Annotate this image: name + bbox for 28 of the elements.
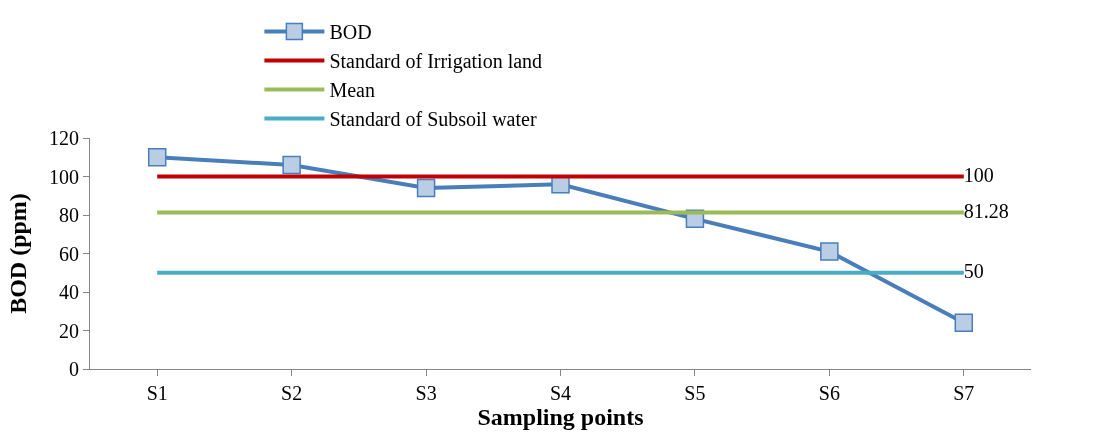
legend-label: Mean xyxy=(329,79,375,102)
x-tick-label: S2 xyxy=(281,382,303,404)
x-tick-label: S1 xyxy=(146,382,168,404)
point xyxy=(147,148,167,167)
y-axis-title: BOD (ppm) xyxy=(5,193,32,314)
y-tick-label: 40 xyxy=(59,281,79,303)
y-tick-label: 120 xyxy=(49,127,79,149)
y-tick-label: 80 xyxy=(59,204,79,226)
x-tick-label: S6 xyxy=(818,382,840,404)
x-axis-title: Sampling points xyxy=(477,404,644,430)
data-label: 81.28 xyxy=(963,199,1009,222)
y-tick-label: 0 xyxy=(69,358,79,380)
data-label: 100 xyxy=(963,163,994,186)
point xyxy=(416,178,436,198)
legend-label: Standard of Subsoil water xyxy=(329,108,537,131)
data-label: 50 xyxy=(963,259,984,282)
x-tick-label: S3 xyxy=(415,382,437,404)
y-tick-label: 20 xyxy=(59,319,79,342)
point xyxy=(954,313,974,333)
point xyxy=(282,155,301,175)
y-tick-label: 60 xyxy=(59,242,79,265)
legend-label: Standard of Irrigation land xyxy=(329,50,543,74)
x-tick-label: S4 xyxy=(549,382,572,404)
legend-label: BOD xyxy=(329,21,372,44)
x-tick-label: S5 xyxy=(684,382,706,404)
y-tick-label: 100 xyxy=(49,165,79,188)
point xyxy=(820,242,839,261)
x-tick-label: S7 xyxy=(953,382,975,404)
